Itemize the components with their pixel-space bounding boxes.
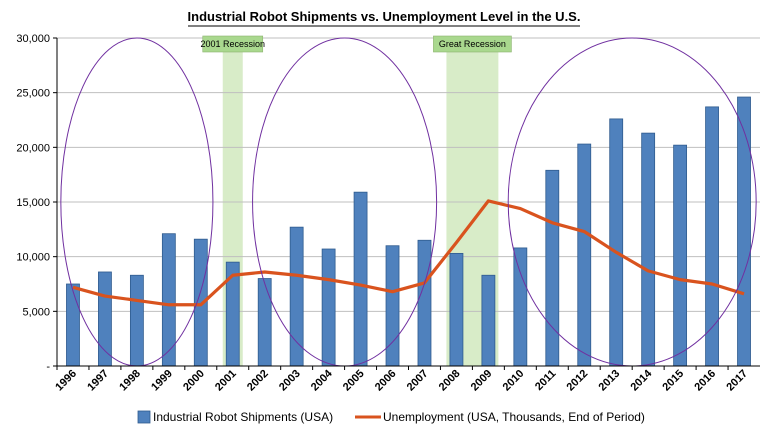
band-labels: 2001 Recession Great Recession <box>200 35 512 53</box>
x-tick-label: 2000 <box>181 368 207 394</box>
legend-bar-swatch <box>137 410 151 424</box>
bar-2005 <box>353 191 368 367</box>
x-tick-label: 1996 <box>53 368 79 394</box>
bar-2009 <box>481 274 496 367</box>
x-tick-label: 2006 <box>373 368 399 394</box>
legend-label-unemployment: Unemployment (USA, Thousands, End of Per… <box>383 410 645 424</box>
bar-2003 <box>289 226 304 367</box>
x-tick-label: 2004 <box>309 367 335 393</box>
line-series <box>72 199 745 307</box>
x-tick-label: 2011 <box>533 368 558 393</box>
y-tick-label: 15,000 <box>16 197 50 209</box>
recession-label-great: Great Recession <box>439 39 506 49</box>
x-tick-label: 1997 <box>85 368 111 394</box>
legend: Industrial Robot Shipments (USA) Unemplo… <box>137 410 645 424</box>
bar-1996 <box>66 283 80 367</box>
bar-2017 <box>737 96 751 367</box>
x-tick-label: 2002 <box>245 368 271 394</box>
x-tick-label: 2013 <box>597 368 623 394</box>
bar-2008 <box>449 252 464 367</box>
x-tick-label: 2007 <box>405 368 431 394</box>
x-tick-label: 2012 <box>565 368 591 394</box>
bar-2011 <box>545 169 560 367</box>
chart-title: Industrial Robot Shipments vs. Unemploym… <box>188 9 581 24</box>
y-tick-label: 20,000 <box>16 142 50 154</box>
x-tick-label: 2003 <box>277 368 303 394</box>
bar-2002 <box>257 278 272 367</box>
y-tick-label: 25,000 <box>16 88 50 100</box>
bar-2006 <box>385 245 400 367</box>
bar-2014 <box>641 132 656 367</box>
x-tick-label: 1999 <box>149 368 175 394</box>
x-tick-label: 2017 <box>724 368 750 394</box>
bar-2004 <box>321 248 336 367</box>
bar-2010 <box>513 247 528 367</box>
recession-label-box-2001 <box>202 35 264 53</box>
x-tick-label: 2016 <box>692 368 718 394</box>
unemployment-line <box>72 199 745 307</box>
x-tick-label: 2014 <box>628 367 654 393</box>
bar-2013 <box>609 118 624 367</box>
x-tick-label: 2015 <box>660 368 686 394</box>
recession-label-2001: 2001 Recession <box>200 39 265 49</box>
legend-label-robot-shipments: Industrial Robot Shipments (USA) <box>153 410 333 424</box>
x-tick-label: 2001 <box>213 368 239 394</box>
recession-label-box-great <box>433 35 512 53</box>
x-tick-label: 2009 <box>469 368 495 394</box>
x-tick-label: 2005 <box>341 368 367 394</box>
bar-2015 <box>673 144 688 367</box>
bar-series <box>66 96 751 367</box>
bar-1997 <box>98 271 112 367</box>
x-tick-label: 2008 <box>437 368 463 394</box>
y-tick-label: 5,000 <box>22 306 50 318</box>
y-tick-label: - <box>46 361 50 373</box>
y-tick-label: 30,000 <box>16 33 50 45</box>
bar-2007 <box>417 239 432 367</box>
y-tick-label: 10,000 <box>16 252 50 264</box>
bar-1998 <box>129 274 144 367</box>
bar-2012 <box>577 143 592 367</box>
x-tick-label: 2010 <box>501 368 527 394</box>
x-tick-label: 1998 <box>117 368 143 394</box>
